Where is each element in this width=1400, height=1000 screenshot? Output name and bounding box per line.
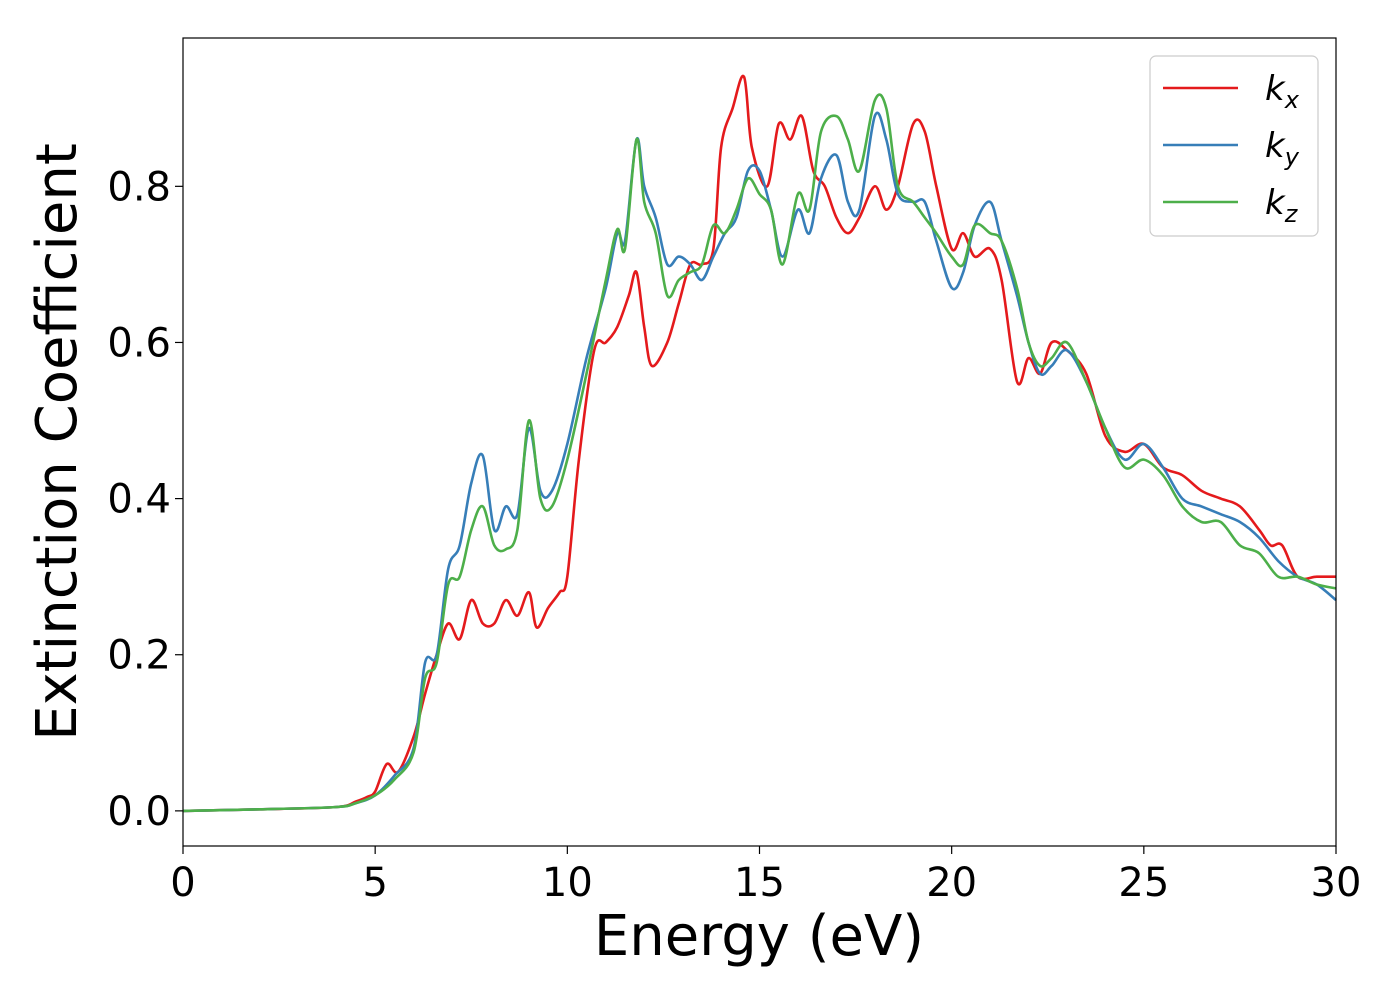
x-tick-label: 5: [362, 860, 387, 906]
x-tick-label: 0: [170, 860, 195, 906]
x-axis-title: Energy (eV): [594, 904, 924, 969]
x-tick-label: 25: [1118, 860, 1169, 906]
y-tick-label: 0.4: [107, 477, 171, 523]
x-tick-label: 10: [542, 860, 593, 906]
legend-label-subscript: x: [1284, 86, 1300, 114]
x-tick-label: 30: [1311, 860, 1362, 906]
legend-label-main: k: [1265, 69, 1286, 109]
y-tick-label: 0.2: [107, 633, 171, 679]
y-axis-title: Extinction Coefficient: [25, 143, 90, 741]
y-tick-label: 0.8: [107, 164, 171, 210]
y-axis: 0.0 0.2 0.4 0.6 0.8: [107, 164, 183, 835]
legend-label-ky: ky: [1265, 126, 1300, 171]
y-tick-label: 0.0: [107, 789, 171, 835]
legend-label-main: k: [1265, 183, 1286, 223]
x-axis: 0 5 10 15 20 25 30: [170, 846, 1361, 906]
legend-label-subscript: y: [1284, 143, 1300, 171]
x-tick-label: 20: [926, 860, 977, 906]
legend-label-kx: kx: [1265, 69, 1300, 114]
legend-label-kz: kz: [1265, 183, 1299, 228]
legend-label-subscript: z: [1284, 200, 1299, 228]
series-line-kz: [182, 93, 1337, 813]
y-tick-label: 0.6: [107, 320, 171, 366]
series-layer: [182, 74, 1337, 813]
legend-label-main: k: [1265, 126, 1286, 166]
x-tick-label: 15: [734, 860, 785, 906]
